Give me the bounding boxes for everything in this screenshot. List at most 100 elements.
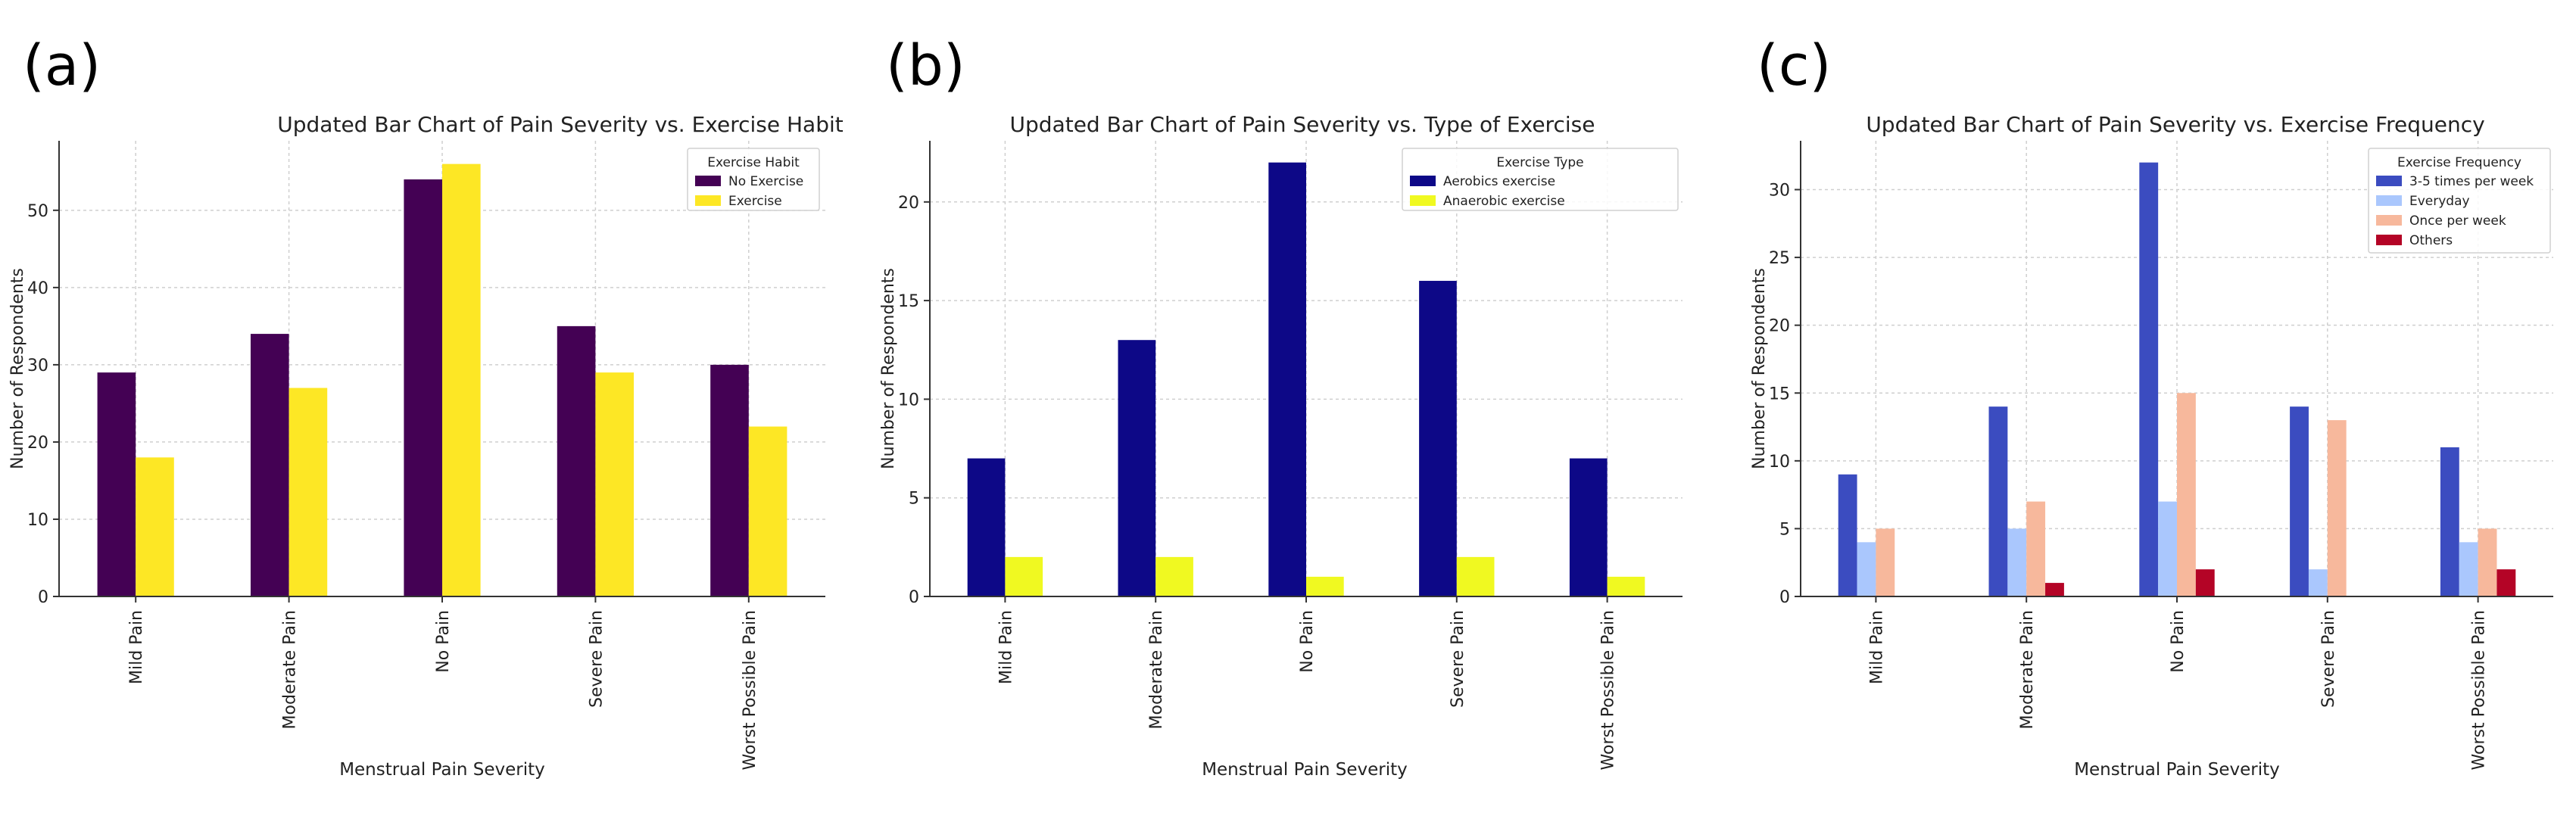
x-tick-label: Severe Pain [587,610,606,708]
legend-swatch-2 [695,195,721,206]
legend-label-4: Others [2409,233,2453,248]
y-tick-label: 40 [27,279,48,298]
bar-2-5 [748,426,787,596]
bar-2-4 [595,372,634,596]
legend-title: Exercise Type [1496,155,1583,170]
bar-3-3 [2177,393,2196,596]
legend-label-1: No Exercise [728,174,803,189]
panel-label: (c) [1757,33,1831,98]
y-tick-label: 15 [1769,385,1790,403]
legend-swatch-1 [695,176,721,186]
bar-2-1 [136,457,174,596]
bar-1-3 [404,179,442,596]
chart-title: Updated Bar Chart of Pain Severity vs. E… [277,112,843,137]
bar-1-4 [2290,406,2309,596]
legend-label-2: Everyday [2409,194,2470,209]
y-tick-label: 20 [27,434,48,453]
legend-swatch-2 [2376,195,2402,206]
y-tick-label: 20 [898,194,919,213]
bar-2-4 [2308,569,2328,596]
bar-2-3 [442,163,481,596]
x-tick-label: No Pain [434,610,453,673]
y-tick-label: 25 [1769,249,1790,268]
chart-title: Updated Bar Chart of Pain Severity vs. T… [1010,112,1595,137]
bar-1-5 [710,364,749,596]
chart-title: Updated Bar Chart of Pain Severity vs. E… [1866,112,2484,137]
bar-3-5 [2478,528,2497,596]
bar-1-1 [967,458,1006,596]
legend-swatch-4 [2376,235,2402,245]
bar-1-4 [1419,281,1457,596]
bar-2-3 [1306,576,1344,596]
y-tick-label: 0 [909,588,919,607]
bar-1-2 [1988,406,2008,596]
bar-1-3 [2139,162,2159,596]
legend-swatch-2 [1410,195,1436,206]
y-tick-label: 0 [38,588,48,607]
y-tick-label: 10 [27,511,48,530]
x-tick-label: No Pain [2169,610,2188,673]
bar-4-3 [2195,569,2215,596]
bar-2-2 [1155,556,1193,596]
x-tick-label: Worst Possible Pain [741,610,759,770]
y-tick-label: 15 [898,292,919,311]
bar-1-5 [2440,447,2459,596]
x-axis-label: Menstrual Pain Severity [2074,760,2280,780]
bar-2-3 [2158,501,2177,596]
bar-2-2 [288,388,328,596]
y-axis-label: Number of Respondents [8,268,27,469]
bar-1-2 [251,334,289,596]
bar-3-4 [2327,420,2347,596]
legend-box [1402,148,1679,211]
x-axis-label: Menstrual Pain Severity [339,760,545,780]
y-tick-label: 5 [909,490,919,509]
y-tick-label: 50 [27,202,48,221]
bar-3-2 [2026,501,2046,596]
panel-label: (a) [23,33,101,98]
x-tick-label: Mild Pain [127,610,146,684]
bar-1-2 [1118,340,1156,596]
bar-4-5 [2496,569,2516,596]
legend-swatch-1 [2376,176,2402,186]
bar-1-5 [1569,458,1608,596]
x-tick-label: Moderate Pain [1147,610,1166,729]
y-tick-label: 5 [1779,520,1790,539]
bar-1-1 [1838,474,1857,596]
x-tick-label: Worst Possible Pain [1599,610,1618,770]
chart-panel-3: (c) Updated Bar Chart of Pain Severity vs… [1750,33,2553,780]
y-tick-label: 30 [27,357,48,375]
legend-label-1: 3-5 times per week [2409,174,2534,189]
x-tick-label: Worst Possible Pain [2470,610,2489,770]
chart-panel-1: (a) Updated Bar Chart of Pain Severity vs… [8,33,844,780]
legend-label-1: Aerobics exercise [1443,174,1555,189]
bar-1-4 [557,325,596,596]
panel-label: (b) [886,33,965,98]
x-tick-label: No Pain [1298,610,1317,673]
chart-panel-2: (b) Updated Bar Chart of Pain Severity vs… [879,33,1683,780]
legend-label-3: Once per week [2409,213,2506,229]
legend-title: Exercise Habit [707,155,800,170]
legend: Exercise Type Aerobics exercise Anaerobic … [1402,148,1679,211]
y-tick-label: 10 [1769,453,1790,472]
legend-title: Exercise Frequency [2397,155,2521,170]
y-tick-label: 0 [1779,588,1790,607]
bar-2-5 [2459,542,2478,596]
x-tick-label: Moderate Pain [2018,610,2037,729]
x-tick-label: Moderate Pain [281,610,300,729]
y-axis-label: Number of Respondents [1750,268,1769,469]
legend-label-2: Anaerobic exercise [1443,194,1565,209]
legend: Exercise Habit No Exercise Exercise [687,148,820,211]
y-tick-label: 20 [1769,317,1790,336]
legend-box [687,148,820,211]
x-tick-label: Severe Pain [2319,610,2338,708]
x-tick-label: Severe Pain [1449,610,1467,708]
legend-swatch-3 [2376,215,2402,226]
bar-1-3 [1268,162,1306,596]
bar-4-2 [2045,583,2064,596]
x-tick-label: Mild Pain [1867,610,1886,684]
x-axis-label: Menstrual Pain Severity [1202,760,1408,780]
bar-2-4 [1456,556,1495,596]
bar-1-1 [97,372,136,596]
legend-box [2368,148,2551,254]
